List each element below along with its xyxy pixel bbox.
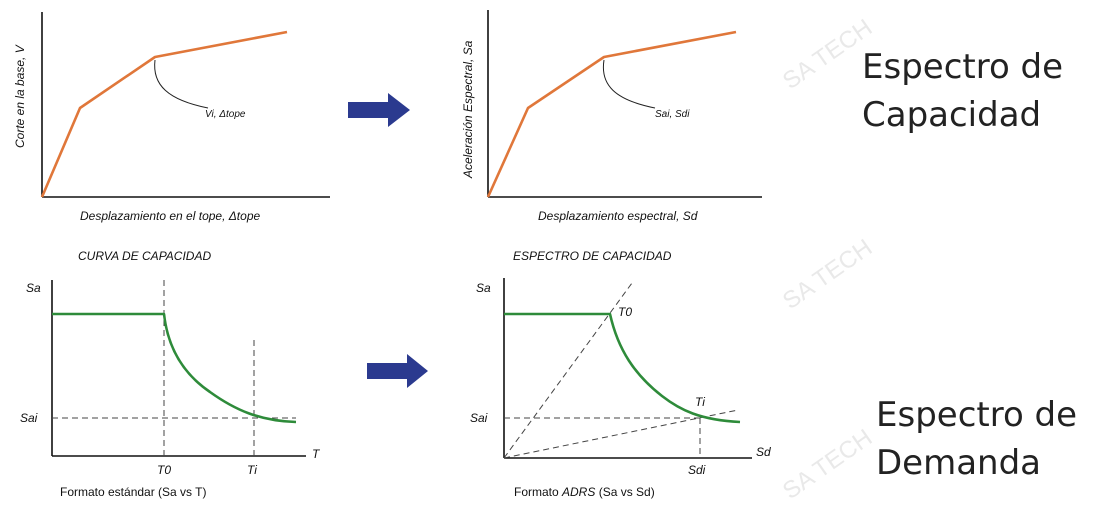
ti-label: Ti [695,395,705,409]
y-axis-label: Sa [476,281,491,295]
demand-spectrum-curve [52,312,297,424]
sai-label: Sai [470,411,488,425]
y-axis-label: Aceleración Espectral, Sa [461,40,475,179]
t0-label: T0 [157,463,171,477]
demand-spectrum-curve [504,312,741,424]
panel-caption: Formato ADRS (Sa vs Sd) [514,485,655,499]
watermark-2: SA TECH [778,234,877,315]
capacity-title-line2: Capacidad [862,95,1041,135]
watermarks: SA TECH SA TECH SA TECH [778,14,877,505]
demand-title-line2: Demanda [876,443,1041,483]
capacity-spectrum-panel: Sai, Sdi Aceleración Espectral, Sa Despl… [461,10,762,263]
right-arrow-icon [348,93,410,127]
sdi-label: Sdi [688,463,706,477]
point-label: Sai, Sdi [655,109,690,120]
point-label: Vi, Δtope [205,109,246,120]
x-axis-label: Desplazamiento en el tope, Δtope [80,209,260,223]
x-axis-label: Sd [756,445,771,459]
panel-caption: ESPECTRO DE CAPACIDAD [513,249,672,263]
capacity-curve [40,30,288,198]
adrs-format-panel: Sa Sai T0 Ti Sd Sdi Formato ADRS (Sa vs … [470,278,771,499]
panel-caption: CURVA DE CAPACIDAD [78,249,211,263]
capacity-spectrum-curve [486,30,737,198]
sai-label: Sai [20,411,38,425]
t0-radial [503,282,633,459]
demand-title-line1: Espectro de [876,395,1077,435]
watermark-3: SA TECH [778,424,877,505]
y-axis-label: Sa [26,281,41,295]
ti-label: Ti [247,463,257,477]
right-titles: Espectro de Capacidad Espectro de Demand… [862,47,1077,483]
capacity-title-line1: Espectro de [862,47,1063,87]
panel-caption: Formato estándar (Sa vs T) [60,485,207,499]
right-arrow-icon [367,354,428,388]
y-axis-label: Corte en la base, V [13,44,27,148]
leader-line [602,59,656,109]
standard-format-panel: Sa Sai T T0 Ti Formato estándar (Sa vs T… [20,280,321,499]
x-axis-label: Desplazamiento espectral, Sd [538,209,698,223]
capacity-curve-panel: Vi, Δtope Corte en la base, V Desplazami… [13,12,330,263]
t0-label: T0 [618,305,632,319]
x-axis-label: T [312,447,321,461]
leader-line [154,59,209,109]
